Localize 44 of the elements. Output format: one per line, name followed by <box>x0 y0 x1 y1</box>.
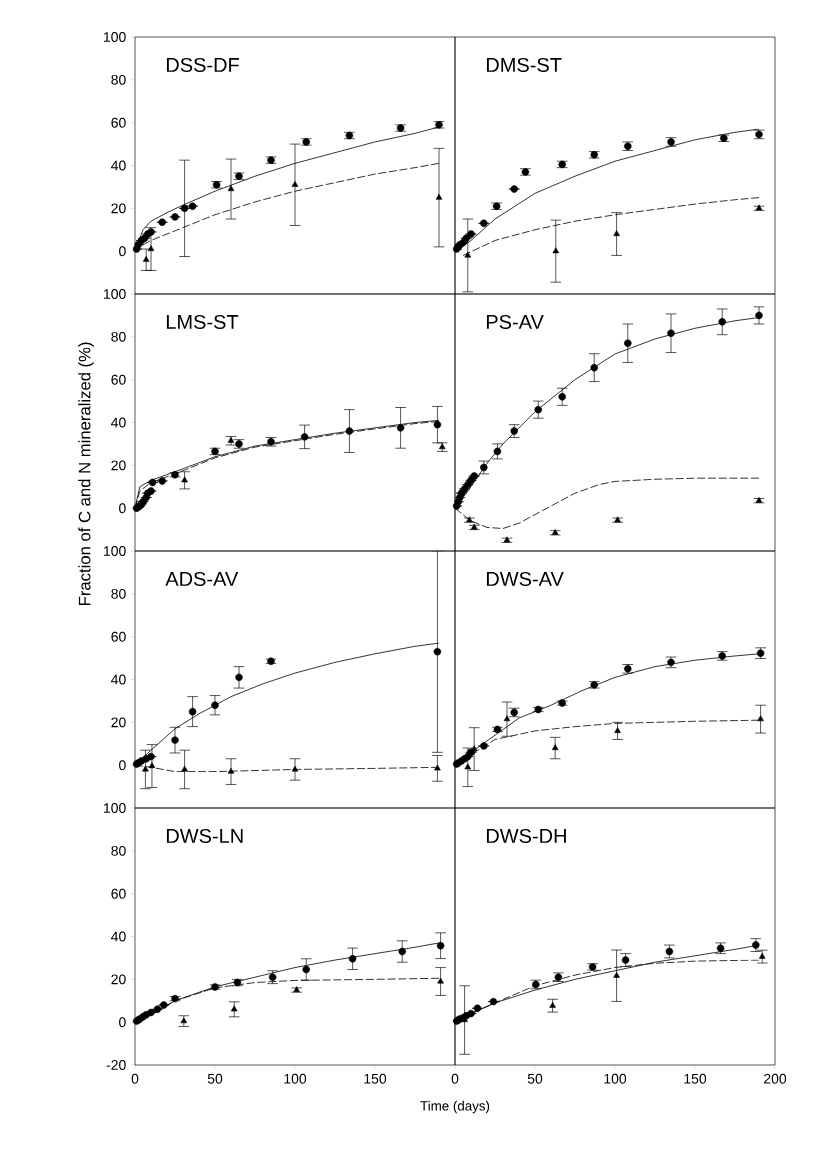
y-tick-label: 40 <box>111 160 126 171</box>
text: DSS-DF <box>166 57 239 73</box>
y-tick-label: 20 <box>111 460 126 471</box>
y-tick-label: 20 <box>111 974 126 985</box>
y-tick-label: 0 <box>119 246 126 257</box>
x-tick-label: 50 <box>207 1073 223 1084</box>
y-tick-label: 40 <box>111 417 126 428</box>
text: LMS-ST <box>166 314 239 330</box>
y-tick-label: 0 <box>119 1017 126 1028</box>
y-tick-label: 40 <box>111 674 126 685</box>
text: PS-AV <box>486 314 544 330</box>
x-tick-label: 100 <box>284 1073 307 1084</box>
y-tick-label: 20 <box>111 203 126 214</box>
y-tick-label: 80 <box>111 331 126 342</box>
x-tick-label: 200 <box>764 1073 787 1084</box>
y-tick-label: 100 <box>104 803 126 813</box>
y-tick-label: 0 <box>119 503 126 514</box>
y-axis-title: Fraction of C and N mineralized (%) <box>78 342 94 605</box>
y-tick-label: 60 <box>111 631 126 642</box>
y-tick-label: -20 <box>106 1060 126 1070</box>
y-tick-label: 100 <box>104 32 126 42</box>
y-tick-label: 0 <box>119 760 126 771</box>
x-tick-label: 0 <box>131 1073 139 1084</box>
y-tick-label: 60 <box>111 117 126 128</box>
text: DWS-AV <box>486 571 564 587</box>
x-tick-label: 0 <box>451 1073 459 1084</box>
y-tick-label: 20 <box>111 717 126 728</box>
y-tick-label: 60 <box>111 888 126 899</box>
text: DMS-ST <box>486 57 562 73</box>
y-tick-label: 40 <box>111 931 126 942</box>
y-tick-label: 80 <box>111 588 126 599</box>
y-tick-label: 60 <box>111 374 126 385</box>
x-tick-label: 150 <box>684 1073 707 1084</box>
x-axis-title: Time (days) <box>420 1100 490 1114</box>
y-tick-label: 80 <box>111 845 126 856</box>
text: DWS-LN <box>166 828 243 844</box>
text: ADS-AV <box>165 571 239 587</box>
x-tick-label: 150 <box>364 1073 387 1084</box>
text: DWS-DH <box>486 828 566 844</box>
x-tick-label: 50 <box>527 1073 543 1084</box>
y-tick-label: 80 <box>111 74 126 85</box>
y-tick-label: 100 <box>104 289 126 299</box>
y-tick-label: 100 <box>104 546 126 556</box>
x-tick-label: 100 <box>604 1073 627 1084</box>
